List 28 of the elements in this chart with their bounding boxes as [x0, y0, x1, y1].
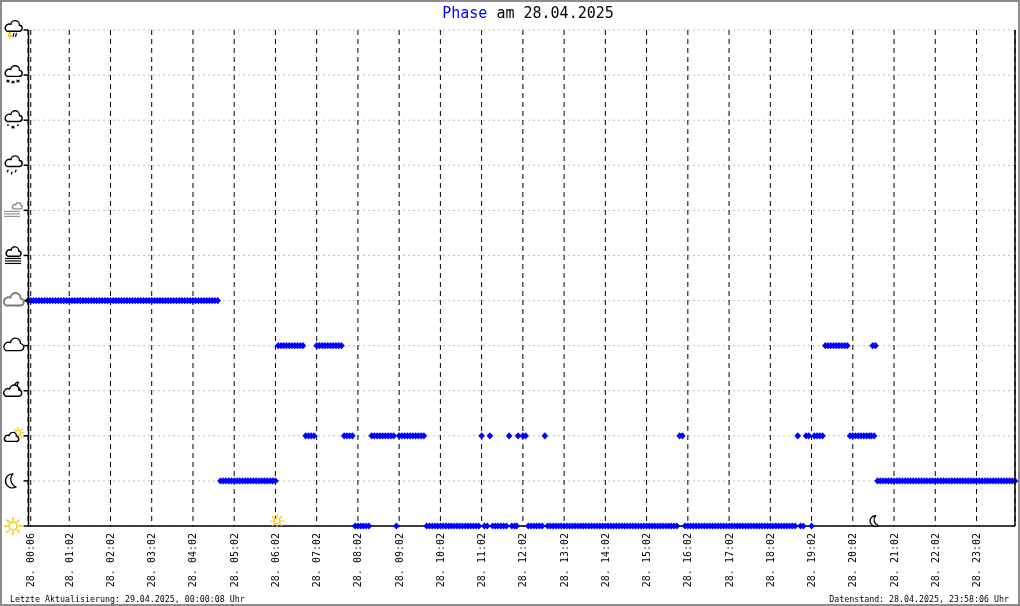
- text: Letzte Aktualisierung: 29.04.2025, 00:00:08 Uhr: [10, 594, 245, 604]
- x-tick-label: 28. 19:02: [806, 533, 818, 588]
- x-tick-label: 28. 21:02: [888, 533, 900, 588]
- x-tick-label: 28. 04:02: [187, 533, 199, 588]
- x-tick-label: 28. 05:02: [228, 533, 240, 588]
- x-tick-label: 28. 12:02: [517, 533, 529, 588]
- chart-title: am 28.04.2025: [496, 4, 614, 22]
- x-tick-label: 28. 06:02: [269, 533, 281, 588]
- x-tick-label: 28. 11:02: [476, 533, 488, 588]
- x-tick-label: 28. 07:02: [311, 533, 323, 588]
- x-tick-label: 28. 08:02: [352, 533, 364, 588]
- x-tick-label: 28. 09:02: [393, 533, 405, 588]
- x-tick-label: 28. 02:02: [104, 533, 116, 588]
- x-tick-label: 28. 01:02: [63, 533, 75, 588]
- x-tick-label: 28. 13:02: [558, 533, 570, 588]
- x-tick-label: 28. 22:02: [929, 533, 941, 588]
- x-tick-label: 28. 17:02: [723, 533, 735, 588]
- x-tick-label: 28. 03:02: [146, 533, 158, 588]
- x-tick-label: 28. 14:02: [599, 533, 611, 588]
- text: Phase: [442, 4, 488, 22]
- text: Datenstand: 28.04.2025, 23:58:06 Uhr: [829, 594, 1009, 604]
- x-tick-label: 28. 20:02: [847, 533, 859, 588]
- x-tick-label: 28. 10:02: [434, 533, 446, 588]
- x-tick-label: 28. 00:06: [25, 533, 37, 588]
- x-tick-label: 28. 15:02: [641, 533, 653, 588]
- x-tick-label: 28. 16:02: [682, 533, 694, 588]
- x-tick-label: 28. 18:02: [764, 533, 776, 588]
- x-tick-label: 28. 23:02: [971, 533, 983, 588]
